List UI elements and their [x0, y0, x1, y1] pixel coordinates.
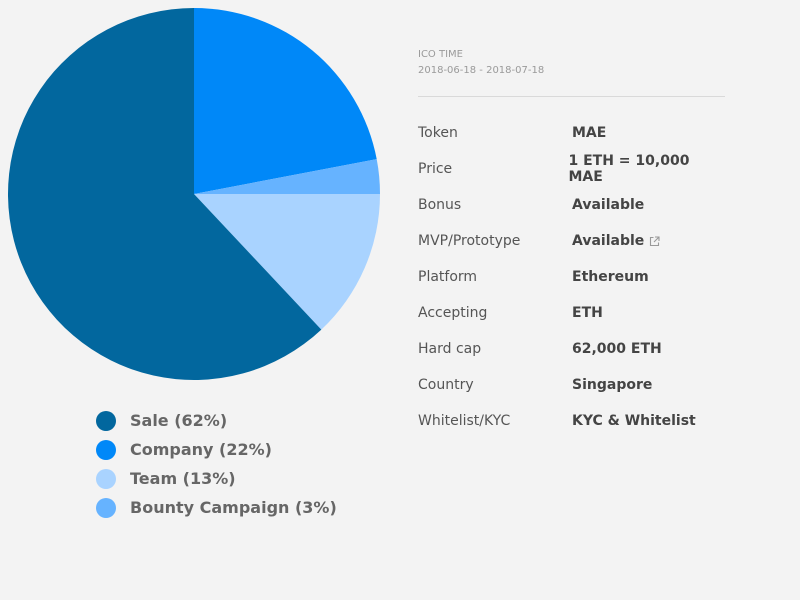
detail-key: Bonus — [418, 197, 462, 213]
ico-time-label: ICO TIME — [418, 49, 463, 60]
external-link-icon[interactable] — [649, 235, 660, 247]
detail-value-text: Available — [572, 233, 645, 249]
detail-list: Token MAE Price 1 ETH = 10,000 MAE Bonus Avai… — [418, 115, 725, 439]
legend-label: Company (22%) — [130, 440, 272, 459]
detail-key: Whitelist/KYC — [418, 413, 511, 429]
pie-chart — [7, 8, 380, 381]
detail-row-token: Token MAE — [418, 115, 725, 151]
detail-value: Singapore — [572, 377, 652, 393]
detail-value: 1 ETH = 10,000 MAE — [568, 153, 725, 185]
detail-value-text: Available — [572, 197, 645, 213]
detail-value: ETH — [572, 305, 603, 321]
detail-value-text: 62,000 ETH — [572, 341, 662, 357]
detail-value-text: ETH — [572, 305, 603, 321]
legend-color-dot — [96, 468, 116, 489]
legend-color-dot — [96, 439, 116, 460]
pie-slice-company — [194, 8, 377, 194]
detail-value: Ethereum — [572, 269, 649, 285]
pie-slice-sale — [7, 8, 322, 381]
detail-value-text: MAE — [572, 125, 607, 141]
legend-label: Team (13%) — [130, 469, 236, 488]
detail-key: Hard cap — [418, 341, 482, 357]
detail-key: Accepting — [418, 305, 488, 321]
legend-color-dot — [96, 497, 116, 518]
detail-key: Country — [418, 377, 474, 393]
legend-item: Bounty Campaign (3%) — [96, 493, 337, 522]
detail-key: Platform — [418, 269, 478, 285]
detail-value-text: Ethereum — [572, 269, 649, 285]
pie-slice-bounty-campaign — [194, 159, 380, 194]
divider — [418, 96, 725, 97]
detail-value: KYC & Whitelist — [572, 413, 696, 429]
detail-value-text: 1 ETH = 10,000 MAE — [568, 153, 690, 185]
detail-row-price: Price 1 ETH = 10,000 MAE — [418, 151, 725, 187]
detail-value-text: Singapore — [572, 377, 653, 393]
detail-row-accepting: Accepting ETH — [418, 295, 725, 331]
detail-value: Available — [572, 197, 644, 213]
legend-label: Sale (62%) — [130, 411, 228, 430]
detail-row-bonus: Bonus Available — [418, 187, 725, 223]
detail-key: Token — [418, 125, 458, 141]
legend-label: Bounty Campaign (3%) — [130, 498, 337, 517]
detail-value: 62,000 ETH — [572, 341, 662, 357]
detail-row-hard-cap: Hard cap 62,000 ETH — [418, 331, 725, 367]
detail-key: MVP/Prototype — [418, 233, 521, 249]
legend-item: Team (13%) — [96, 464, 337, 493]
detail-value-text: KYC & Whitelist — [572, 413, 696, 429]
detail-row-platform: Platform Ethereum — [418, 259, 725, 295]
detail-value[interactable]: Available — [572, 233, 660, 249]
ico-time-dates: 2018-06-18 - 2018-07-18 — [418, 65, 545, 76]
legend-color-dot — [96, 410, 116, 431]
detail-key: Price — [418, 161, 453, 177]
chart-legend: Sale (62%) Company (22%) Team (13%) Bounty … — [96, 406, 337, 522]
detail-row-mvp-prototype: MVP/Prototype Available — [418, 223, 725, 259]
ico-details: ICO TIME 2018-06-18 - 2018-07-18 Token MA… — [418, 47, 725, 439]
detail-value: MAE — [572, 125, 606, 141]
pie-slice-team — [194, 194, 380, 330]
detail-row-whitelist-kyc: Whitelist/KYC KYC & Whitelist — [418, 403, 725, 439]
legend-item: Company (22%) — [96, 435, 337, 464]
detail-row-country: Country Singapore — [418, 367, 725, 403]
legend-item: Sale (62%) — [96, 406, 337, 435]
